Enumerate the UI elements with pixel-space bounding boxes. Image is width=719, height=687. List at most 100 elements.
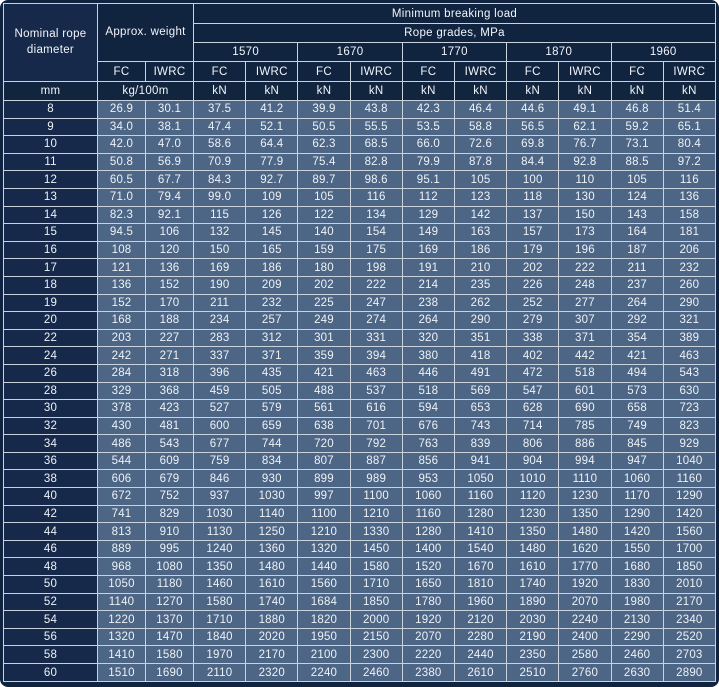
- value-cell: 1960: [453, 592, 508, 612]
- value-cell: 235: [453, 275, 508, 295]
- value-cell: 1030: [245, 487, 299, 506]
- header-approx-weight: Approx. weight: [97, 3, 194, 62]
- diameter-cell: 22: [3, 328, 98, 348]
- value-cell: 1180: [145, 575, 194, 594]
- value-cell: 676: [401, 416, 455, 436]
- value-cell: 52.1: [245, 117, 299, 137]
- table-row: 22 203 227 283 312 301 331 320 351 338 371 354 389: [3, 328, 717, 348]
- value-cell: 318: [145, 363, 194, 383]
- table-row: 26 284 318 396 435 421 463 446 491 472 518 494 543: [3, 363, 717, 383]
- value-cell: 752: [145, 487, 194, 506]
- value-cell: 152: [97, 293, 146, 313]
- value-cell: 2170: [245, 645, 299, 664]
- value-cell: 1700: [662, 539, 717, 559]
- value-cell: 307: [558, 311, 612, 330]
- unit-kn: kN: [297, 81, 351, 101]
- value-cell: 210: [453, 258, 508, 277]
- value-cell: 995: [145, 539, 194, 559]
- value-cell: 947: [610, 451, 664, 471]
- value-cell: 2460: [610, 645, 664, 664]
- value-cell: 175: [349, 240, 403, 260]
- value-cell: 1580: [145, 645, 194, 664]
- value-cell: 123: [453, 187, 508, 207]
- value-cell: 79.9: [401, 152, 455, 172]
- value-cell: 1950: [297, 627, 351, 647]
- value-cell: 1350: [192, 557, 247, 577]
- value-cell: 82.3: [97, 205, 146, 225]
- value-cell: 211: [192, 293, 247, 313]
- value-cell: 887: [349, 451, 403, 471]
- value-cell: 435: [245, 363, 299, 383]
- value-cell: 180: [297, 258, 351, 277]
- table-row: 11 50.8 56.9 70.9 77.9 75.4 82.8 79.9 87.8 84.4 92…: [3, 152, 717, 172]
- value-cell: 77.9: [245, 152, 299, 172]
- value-cell: 1140: [97, 592, 146, 612]
- value-cell: 136: [145, 258, 194, 277]
- value-cell: 1030: [192, 504, 247, 524]
- header-fc: FC: [506, 61, 560, 82]
- header-fc: FC: [297, 61, 351, 82]
- value-cell: 279: [506, 311, 560, 330]
- value-cell: 68.5: [349, 135, 403, 154]
- value-cell: 1980: [610, 592, 664, 612]
- unit-kn: kN: [349, 81, 403, 101]
- value-cell: 1270: [145, 592, 194, 612]
- header-weight-fc: FC: [97, 61, 146, 82]
- value-cell: 142: [453, 205, 508, 225]
- value-cell: 1410: [453, 522, 508, 541]
- value-cell: 198: [349, 258, 403, 277]
- value-cell: 2280: [453, 627, 508, 647]
- value-cell: 225: [297, 293, 351, 313]
- value-cell: 145: [245, 223, 299, 242]
- value-cell: 105: [610, 170, 664, 189]
- value-cell: 1230: [506, 504, 560, 524]
- value-cell: 50.5: [297, 117, 351, 137]
- value-cell: 264: [610, 293, 664, 313]
- table-row: 32 430 481 600 659 638 701 676 743 714 785 749 823: [3, 416, 717, 436]
- value-cell: 1220: [97, 610, 146, 629]
- unit-kn: kN: [245, 81, 299, 101]
- value-cell: 58.8: [453, 117, 508, 137]
- value-cell: 232: [245, 293, 299, 313]
- value-cell: 321: [662, 311, 717, 330]
- table-row: 40 672 752 937 1030 997 1100 1060 1160 1120 1230 11…: [3, 487, 717, 506]
- value-cell: 284: [97, 363, 146, 383]
- value-cell: 1970: [192, 645, 247, 664]
- value-cell: 1230: [558, 487, 612, 506]
- value-cell: 55.5: [349, 117, 403, 137]
- header-fc: FC: [192, 61, 247, 82]
- value-cell: 845: [610, 434, 664, 453]
- diameter-cell: 42: [3, 504, 98, 524]
- value-cell: 169: [401, 240, 455, 260]
- unit-kg-100m: kg/100m: [97, 81, 194, 101]
- value-cell: 569: [453, 381, 508, 401]
- value-cell: 1840: [192, 627, 247, 647]
- value-cell: 1170: [610, 487, 664, 506]
- table-row: 36 544 609 759 834 807 887 856 941 904 994 947 1040: [3, 451, 717, 471]
- value-cell: 2630: [610, 663, 664, 682]
- value-cell: 1350: [506, 522, 560, 541]
- value-cell: 84.3: [192, 170, 247, 189]
- diameter-cell: 28: [3, 381, 98, 401]
- value-cell: 271: [145, 346, 194, 365]
- value-cell: 2290: [610, 627, 664, 647]
- value-cell: 491: [453, 363, 508, 383]
- diameter-cell: 46: [3, 539, 98, 559]
- table-row: 13 71.0 79.4 99.0 109 105 116 112 123 118 130 124 13…: [3, 187, 717, 207]
- value-cell: 72.6: [453, 135, 508, 154]
- value-cell: 116: [349, 187, 403, 207]
- value-cell: 394: [349, 346, 403, 365]
- header-iwrc: IWRC: [349, 61, 403, 82]
- value-cell: 743: [453, 416, 508, 436]
- value-cell: 190: [192, 275, 247, 295]
- value-cell: 170: [145, 293, 194, 313]
- value-cell: 714: [506, 416, 560, 436]
- value-cell: 1580: [192, 592, 247, 612]
- value-cell: 165: [245, 240, 299, 260]
- value-cell: 1460: [192, 575, 247, 594]
- value-cell: 149: [401, 223, 455, 242]
- value-cell: 62.1: [558, 117, 612, 137]
- value-cell: 2100: [297, 645, 351, 664]
- value-cell: 371: [245, 346, 299, 365]
- value-cell: 351: [453, 328, 508, 348]
